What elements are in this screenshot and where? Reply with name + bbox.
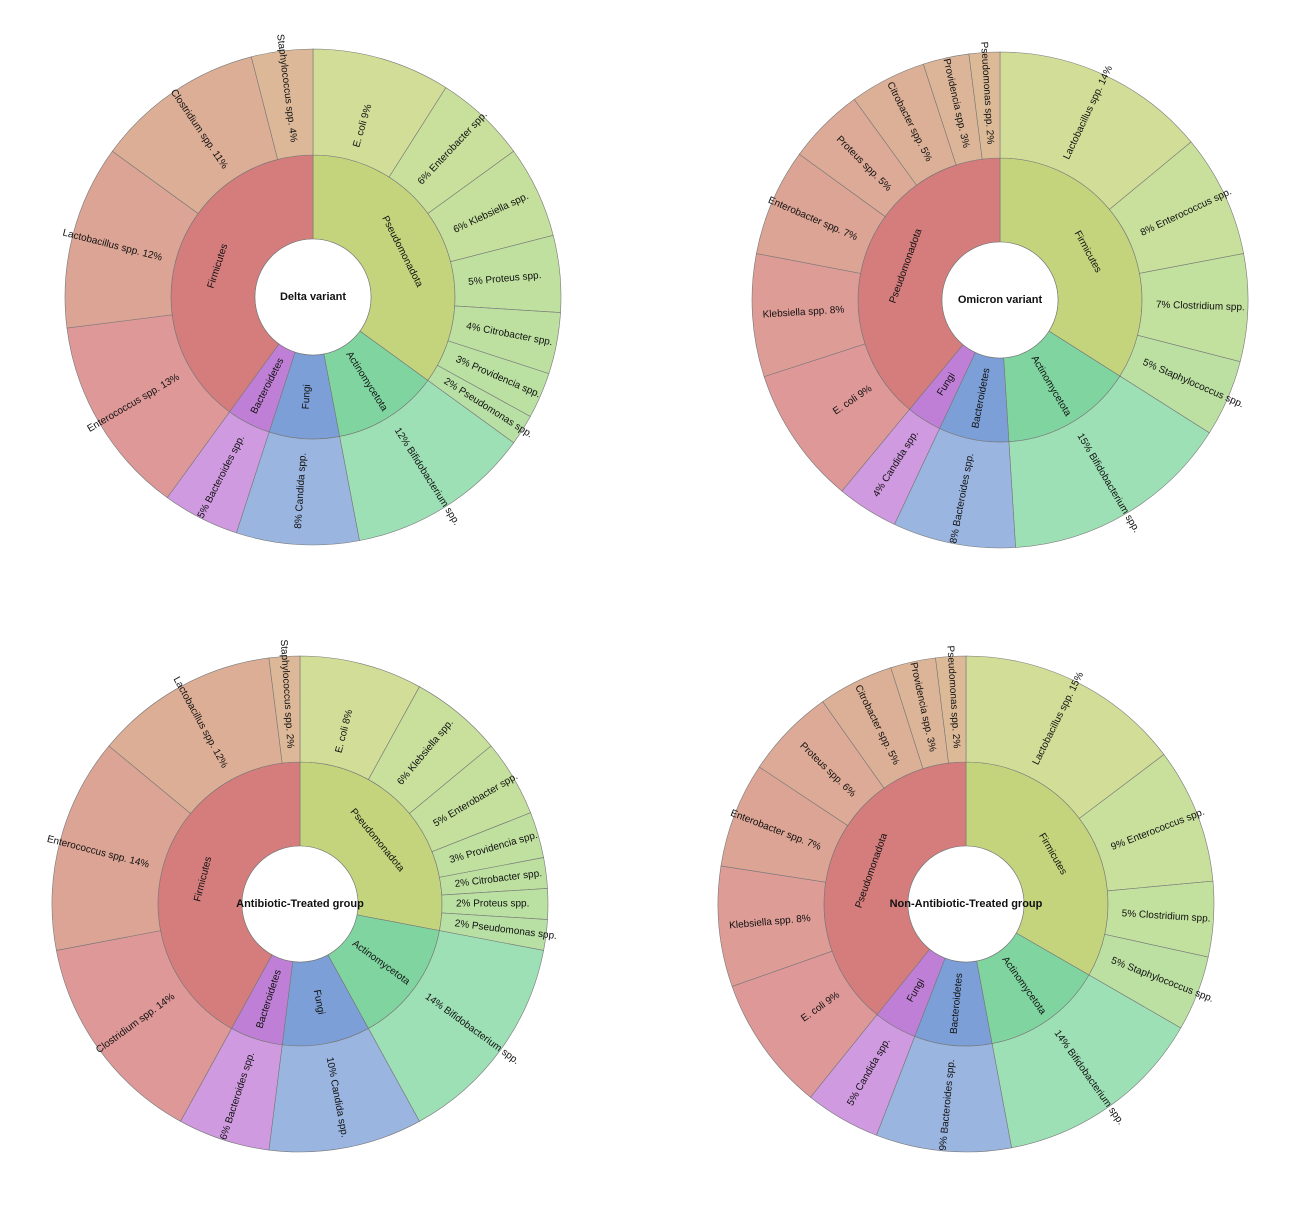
outer-segment-staphylococcus-spp-2: [268, 655, 301, 764]
outer-segment-pseudomonas-spp-2: [935, 655, 967, 764]
sunburst-chart-4: FirmicutesActinomycetotaBacteroidetesFun…: [717, 645, 1215, 1153]
chart-title: Delta variant: [280, 291, 346, 303]
sunburst-chart-1: PseudomonadotaActinomycetotaFungiBactero…: [61, 33, 562, 546]
center-hole: [241, 845, 359, 963]
center-hole: [941, 241, 1059, 359]
outer-segment-staphylococcus-spp-4: [250, 48, 314, 160]
outer-label-5-clostridium-spp: 5% Clostridium spp.: [1121, 908, 1210, 924]
outer-segment-pseudomonas-spp-2: [968, 51, 1001, 160]
center-hole: [907, 845, 1025, 963]
chart-title: Non-Antibiotic-Treated group: [890, 898, 1043, 910]
chart-title: Antibiotic-Treated group: [236, 898, 364, 910]
sunburst-chart-3: PseudomonadotaActinomycetotaFungiBactero…: [46, 639, 557, 1153]
outer-label-klebsiella-spp-8: Klebsiella spp. 8%: [762, 304, 844, 320]
inner-label-fungi: Fungi: [311, 989, 326, 1016]
center-hole: [254, 238, 372, 356]
inner-label-fungi: Fungi: [301, 384, 314, 410]
outer-label-7-clostridium-spp: 7% Clostridium spp.: [1156, 300, 1245, 314]
outer-label-2-proteus-spp: 2% Proteus spp.: [456, 899, 529, 910]
outer-label-8-candida-spp: 8% Candida spp.: [293, 452, 309, 529]
sunburst-chart-2: FirmicutesActinomycetotaBacteroidetesFun…: [751, 41, 1249, 549]
chart-title: Omicron variant: [958, 294, 1043, 306]
